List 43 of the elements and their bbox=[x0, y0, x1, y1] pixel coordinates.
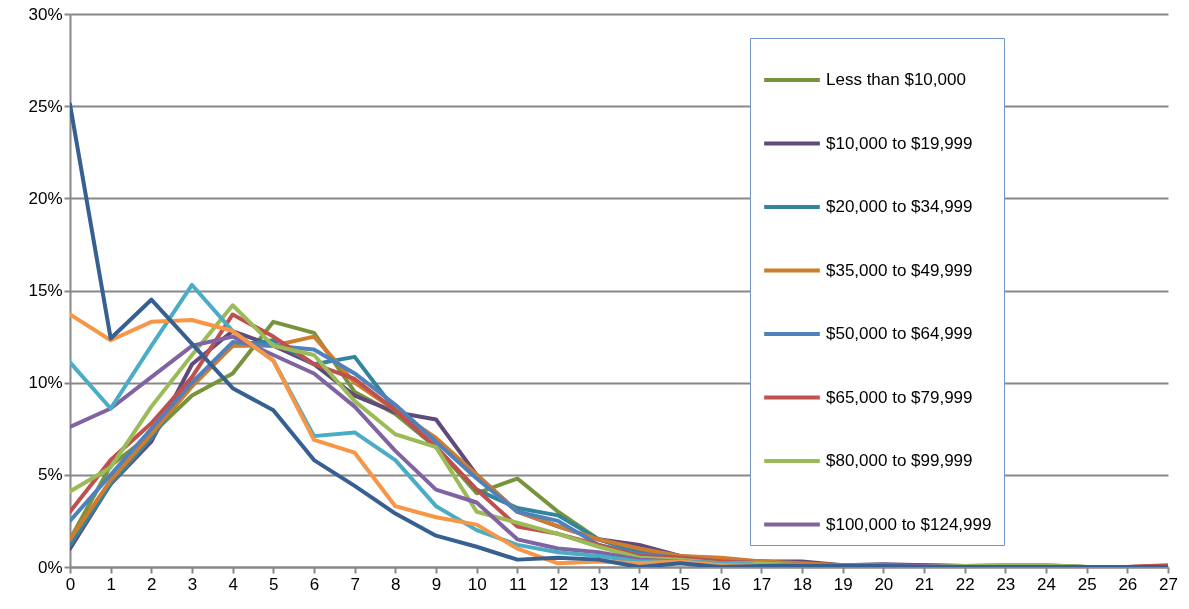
x-tick-label: 6 bbox=[309, 574, 320, 594]
y-tick-label: 15% bbox=[28, 281, 63, 300]
x-tick-label: 16 bbox=[711, 574, 731, 594]
x-tick-label: 24 bbox=[1037, 574, 1056, 594]
x-tick-label: 19 bbox=[833, 574, 853, 594]
x-tick-label: 12 bbox=[549, 574, 568, 594]
x-tick-label: 3 bbox=[187, 574, 198, 594]
x-tick-label: 0 bbox=[65, 574, 76, 594]
x-tick-label: 7 bbox=[350, 574, 360, 594]
x-tick-label: 26 bbox=[1118, 574, 1138, 594]
x-tick-label: 23 bbox=[996, 574, 1016, 594]
x-tick-label: 20 bbox=[874, 574, 894, 594]
x-tick-label: 4 bbox=[228, 574, 238, 594]
x-tick-label: 17 bbox=[752, 574, 772, 594]
y-tick-label: 25% bbox=[28, 96, 63, 116]
y-tick-label: 0% bbox=[37, 557, 63, 577]
y-tick-label: 5% bbox=[37, 465, 63, 485]
y-tick-label: 20% bbox=[28, 188, 63, 208]
x-tick-label: 10 bbox=[467, 574, 487, 594]
legend-label: $80,000 to $99,999 bbox=[826, 451, 973, 470]
x-tick-label: 13 bbox=[589, 574, 609, 594]
x-tick-label: 5 bbox=[269, 574, 279, 594]
x-tick-label: 14 bbox=[630, 574, 650, 594]
x-tick-label: 9 bbox=[431, 574, 442, 594]
x-tick-label: 18 bbox=[793, 574, 812, 594]
x-tick-label: 27 bbox=[1159, 574, 1178, 594]
x-tick-label: 15 bbox=[671, 574, 690, 594]
x-tick-label: 2 bbox=[147, 574, 157, 594]
legend-label: Less than $10,000 bbox=[826, 70, 966, 89]
y-tick-label: 30% bbox=[28, 4, 63, 24]
x-tick-label: 22 bbox=[955, 574, 975, 594]
legend-label: $35,000 to $49,999 bbox=[826, 260, 973, 280]
x-tick-label: 21 bbox=[915, 574, 934, 594]
x-tick-label: 8 bbox=[391, 574, 401, 594]
x-tick-label: 25 bbox=[1077, 574, 1097, 594]
x-tick-label: 1 bbox=[106, 574, 116, 594]
legend-label: $20,000 to $34,999 bbox=[826, 197, 973, 216]
legend-label: $100,000 to $124,999 bbox=[826, 514, 992, 534]
x-tick-label: 11 bbox=[509, 574, 527, 594]
legend-label: $50,000 to $64,999 bbox=[826, 324, 973, 343]
y-tick-label: 10% bbox=[28, 373, 63, 393]
legend-label: $10,000 to $19,999 bbox=[826, 133, 973, 153]
legend-label: $65,000 to $79,999 bbox=[826, 387, 973, 407]
